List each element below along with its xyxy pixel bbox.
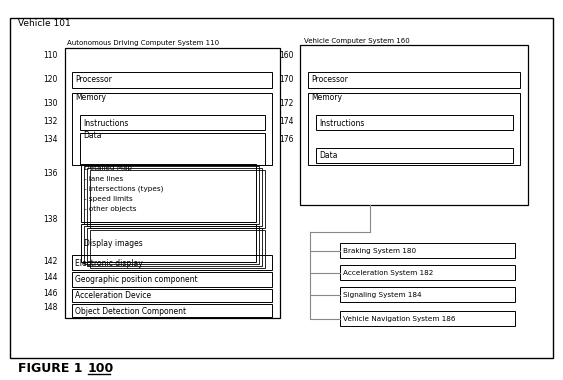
Text: 148: 148 xyxy=(43,304,58,312)
Text: - lane lines: - lane lines xyxy=(84,176,123,182)
Bar xyxy=(87,228,262,266)
Bar xyxy=(300,45,528,205)
Bar xyxy=(72,93,272,165)
Bar xyxy=(72,272,272,287)
Bar xyxy=(316,115,513,130)
Text: Instructions: Instructions xyxy=(83,119,128,128)
Text: Signaling System 184: Signaling System 184 xyxy=(343,292,422,298)
Text: Processor: Processor xyxy=(311,76,348,84)
Text: 110: 110 xyxy=(43,51,58,60)
Text: Braking System 180: Braking System 180 xyxy=(343,248,416,254)
Text: 172: 172 xyxy=(280,100,294,109)
Text: Display images: Display images xyxy=(84,239,143,247)
Bar xyxy=(10,18,553,358)
Bar xyxy=(80,115,265,130)
Text: 100: 100 xyxy=(88,363,114,375)
Bar xyxy=(87,168,262,226)
Text: Instructions: Instructions xyxy=(319,119,364,128)
Text: 134: 134 xyxy=(43,136,58,144)
Text: - speed limits: - speed limits xyxy=(84,196,133,202)
Bar xyxy=(80,133,265,165)
Bar xyxy=(72,255,272,270)
Bar xyxy=(90,170,265,228)
Text: Data: Data xyxy=(83,131,101,141)
Text: 142: 142 xyxy=(43,258,58,266)
Text: Vehicle 101: Vehicle 101 xyxy=(18,19,71,28)
Text: Data: Data xyxy=(319,152,337,160)
Text: 170: 170 xyxy=(279,76,294,84)
Bar xyxy=(84,166,259,224)
Text: 160: 160 xyxy=(279,51,294,60)
Text: Electronic display: Electronic display xyxy=(75,258,143,268)
Text: Detailed Map: Detailed Map xyxy=(84,165,132,171)
Text: Geographic position component: Geographic position component xyxy=(75,276,198,285)
Bar xyxy=(308,93,520,165)
Text: Vehicle Navigation System 186: Vehicle Navigation System 186 xyxy=(343,316,455,322)
Bar xyxy=(81,224,256,262)
Text: 130: 130 xyxy=(43,100,58,109)
Text: Vehicle Computer System 160: Vehicle Computer System 160 xyxy=(304,38,410,44)
Bar xyxy=(308,72,520,88)
Text: Memory: Memory xyxy=(311,92,342,101)
Bar xyxy=(81,164,256,222)
Bar xyxy=(340,311,515,326)
Text: - intersections (types): - intersections (types) xyxy=(84,186,163,192)
Bar xyxy=(72,289,272,302)
Text: 176: 176 xyxy=(279,136,294,144)
Text: Acceleration Device: Acceleration Device xyxy=(75,291,151,301)
Bar xyxy=(72,72,272,88)
Bar xyxy=(84,226,259,264)
Bar xyxy=(340,243,515,258)
Text: 174: 174 xyxy=(279,117,294,127)
Bar xyxy=(65,48,280,318)
Text: 144: 144 xyxy=(43,274,58,282)
Bar xyxy=(72,304,272,317)
Bar xyxy=(90,230,265,268)
Bar xyxy=(316,148,513,163)
Text: 146: 146 xyxy=(43,288,58,298)
Text: 120: 120 xyxy=(43,76,58,84)
Text: Processor: Processor xyxy=(75,76,112,84)
Text: Autonomous Driving Computer System 110: Autonomous Driving Computer System 110 xyxy=(67,40,219,46)
Text: 132: 132 xyxy=(43,117,58,127)
Bar xyxy=(340,287,515,302)
Text: Acceleration System 182: Acceleration System 182 xyxy=(343,270,434,276)
Text: 136: 136 xyxy=(43,168,58,177)
Bar xyxy=(340,265,515,280)
Text: Object Detection Component: Object Detection Component xyxy=(75,307,186,315)
Text: FIGURE 1: FIGURE 1 xyxy=(18,363,83,375)
Text: - other objects: - other objects xyxy=(84,206,136,212)
Text: 138: 138 xyxy=(43,215,58,225)
Text: Memory: Memory xyxy=(75,92,106,101)
